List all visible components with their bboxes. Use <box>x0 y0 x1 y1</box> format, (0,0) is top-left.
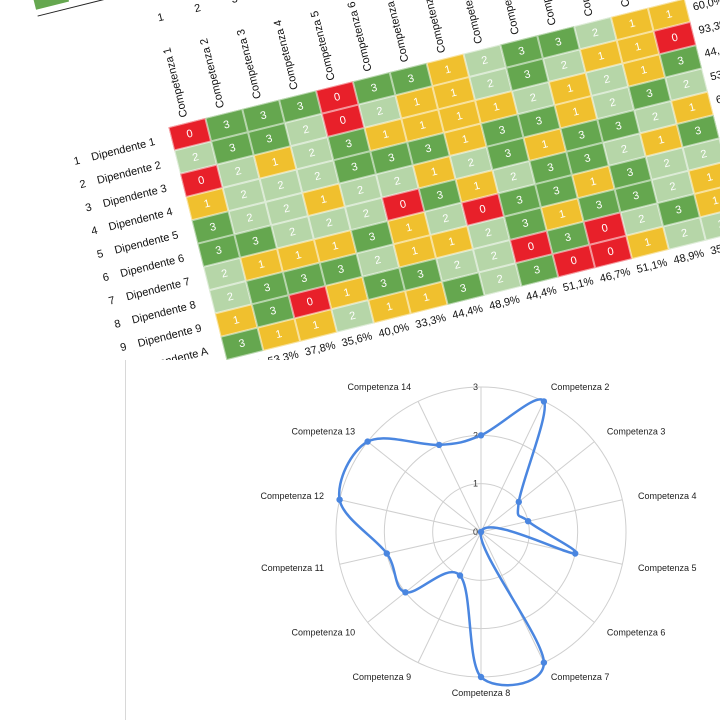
competency-label: Competenza 11 <box>529 0 559 27</box>
data-point <box>435 441 443 449</box>
column-total: 35,6% <box>709 238 720 258</box>
competency-label: Competenza 1 <box>161 46 191 119</box>
data-point <box>572 550 579 557</box>
employee-name: Dipendente 9 <box>136 322 203 350</box>
data-point <box>336 496 343 503</box>
employee-name: Dipendente 3 <box>101 182 169 211</box>
radial-tick-label: 3 <box>473 382 478 392</box>
category-label: Competenza 7 <box>551 672 610 682</box>
employee-livello: 44,4% <box>703 40 720 61</box>
column-total: 33,3% <box>414 311 448 332</box>
category-label: Competenza 9 <box>353 672 412 682</box>
category-label: Competenza 4 <box>638 491 697 501</box>
series-line <box>337 398 578 687</box>
category-label: Competenza 2 <box>551 382 610 392</box>
competency-label: Competenza 13 <box>602 0 632 8</box>
radial-tick-label: 1 <box>473 479 478 489</box>
employee-number: 6 <box>101 271 111 285</box>
competency-label: Competenza 8 <box>419 0 449 55</box>
competency-label: Competenza 9 <box>456 0 486 45</box>
data-point <box>364 438 371 445</box>
grid-spoke <box>480 531 595 623</box>
grid-spoke <box>480 531 623 565</box>
employee-name: Dipendente 4 <box>107 205 174 234</box>
category-label: Competenza 12 <box>260 491 324 501</box>
competency-label: Competenza 12 <box>565 0 595 17</box>
data-point <box>402 589 409 596</box>
category-label: Competenza 13 <box>292 427 356 437</box>
competency-number: 3 <box>230 0 239 6</box>
data-point <box>540 659 548 666</box>
grid-spoke <box>367 441 482 533</box>
employee-number: 1 <box>72 154 82 168</box>
employee-number: 4 <box>90 224 99 238</box>
category-label: Competenza 3 <box>607 427 666 437</box>
employee-name: Dipendente 1 <box>90 136 157 164</box>
column-total: 46,7% <box>598 265 632 286</box>
column-total: 51,1% <box>561 275 595 295</box>
category-label: Competenza 5 <box>638 563 697 573</box>
employee-livello: 93,3% <box>697 17 720 37</box>
grid-spoke <box>339 499 482 533</box>
column-total: 35,6% <box>340 330 374 350</box>
employee-livello: 53,3% <box>709 64 720 84</box>
competency-number: 1 <box>156 11 166 25</box>
column-total: 40,0% <box>377 321 411 341</box>
competency-label: Competenza 5 <box>308 9 338 82</box>
employee-name: Dipendente 5 <box>113 229 180 257</box>
data-point <box>524 518 532 525</box>
grid-spoke <box>417 401 482 533</box>
employee-number: 2 <box>78 178 88 192</box>
radar-chart-panel: 0 1 2 3 Competenza 2 Competenza 3 Competenza 4… <box>125 360 720 720</box>
competency-label: Competenza 10 <box>492 0 522 36</box>
data-point <box>477 673 485 681</box>
grid-spoke <box>339 531 482 565</box>
radial-tick-label: 2 <box>473 430 478 440</box>
grid-spoke <box>417 531 482 663</box>
category-label: Competenza 8 <box>452 688 511 698</box>
employee-name: Dipendente 6 <box>119 252 186 280</box>
employee-name: Dipendente 8 <box>130 299 198 327</box>
employee-number: 7 <box>107 294 117 308</box>
data-point <box>383 550 390 557</box>
category-label: Competenza 10 <box>292 627 356 637</box>
employee-number: 3 <box>84 201 94 215</box>
competency-label: Competenza 3 <box>235 27 264 101</box>
competency-number: 2 <box>193 2 203 16</box>
employee-livello: 62,2% <box>714 87 720 107</box>
category-label: Competenza 6 <box>607 627 666 637</box>
grid-spoke <box>480 441 595 533</box>
column-total: 48,9% <box>487 293 522 313</box>
competency-label: Competenza 6 <box>345 0 375 73</box>
grid-spoke <box>480 499 623 533</box>
column-total: 44,4% <box>524 284 559 304</box>
data-point <box>540 398 548 405</box>
data-point <box>456 572 464 579</box>
employee-name: Dipendente 7 <box>124 275 192 304</box>
radar-chart: 0 1 2 3 Competenza 2 Competenza 3 Competenza 4… <box>260 382 697 698</box>
employee-livello: 60,0% <box>691 0 720 14</box>
competency-label: Competenza 4 <box>271 18 301 91</box>
data-point <box>477 432 485 439</box>
radial-tick-label: 0 <box>473 527 478 537</box>
competency-label: Competenza 7 <box>382 0 412 64</box>
employee-number: 8 <box>113 317 123 331</box>
data-point <box>515 498 522 506</box>
competency-label: Competenza 2 <box>198 36 228 110</box>
grid-spoke <box>367 531 482 623</box>
column-total: 37,8% <box>303 339 337 359</box>
employee-number: 5 <box>95 247 105 262</box>
column-total: 51,1% <box>635 256 669 276</box>
data-point <box>477 528 485 536</box>
employee-number: 9 <box>119 341 128 355</box>
category-label: Competenza 11 <box>261 563 324 573</box>
grid-spoke <box>480 401 545 533</box>
column-total: 48,9% <box>672 247 706 267</box>
column-total: 44,4% <box>451 302 485 322</box>
category-label: Competenza 14 <box>348 382 412 392</box>
employee-name: Dipendente 2 <box>95 159 163 187</box>
